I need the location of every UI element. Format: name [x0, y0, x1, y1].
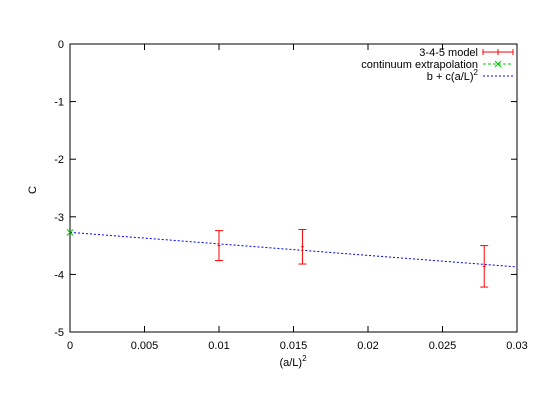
x-tick-label: 0.02: [357, 340, 378, 352]
x-axis-label-sup: 2: [302, 354, 307, 363]
cross-stroke: [66, 228, 74, 236]
legend-swatch-3-4-5-model: [482, 49, 514, 55]
y-tick-label: -3: [54, 212, 64, 224]
x-tick-label: 0.01: [208, 340, 229, 352]
plot-frame: [69, 43, 518, 333]
y-axis-label: C: [27, 186, 39, 194]
y-tick-label: -4: [54, 269, 64, 281]
data-point-3-4-5-model: [480, 245, 489, 288]
x-tick-label: 0.015: [280, 340, 308, 352]
y-axis-ticks: 0 -1 -2 -3 -4 -5: [54, 39, 517, 339]
data-point-3-4-5-model: [298, 228, 307, 265]
y-tick-label: -1: [54, 97, 64, 109]
legend: 3-4-5 model continuum extrapolation b + …: [361, 47, 514, 83]
x-tick-label: 0: [67, 340, 73, 352]
data-point-3-4-5-model: [215, 230, 223, 262]
legend-label-3-4-5-model: 3-4-5 model: [419, 47, 478, 59]
series-layer: [66, 228, 518, 288]
y-tick-label: 0: [58, 39, 64, 51]
legend-label-fit-base: b + c(a/L): [427, 71, 474, 83]
x-tick-label: 0.03: [506, 340, 527, 352]
plot-border: [69, 43, 518, 333]
x-tick-label: 0.005: [131, 340, 159, 352]
legend-label-fit-sup: 2: [474, 68, 479, 77]
y-tick-label: -2: [54, 154, 64, 166]
x-axis-label-base: (a/L): [279, 357, 302, 369]
y-tick-label: -5: [54, 327, 64, 339]
x-axis-ticks: 0 0.005 0.01 0.015 0.02 0.025 0.03: [67, 44, 528, 352]
legend-label-fit: b + c(a/L)2: [427, 68, 479, 83]
legend-label-continuum-extrapolation: continuum extrapolation: [361, 59, 478, 71]
x-axis-label: (a/L)2: [279, 354, 307, 369]
x-tick-label: 0.025: [429, 340, 457, 352]
fit-line: [69, 231, 518, 268]
legend-swatch-continuum-extrapolation: [483, 60, 513, 68]
data-point-continuum-extrapolation: [66, 228, 74, 236]
